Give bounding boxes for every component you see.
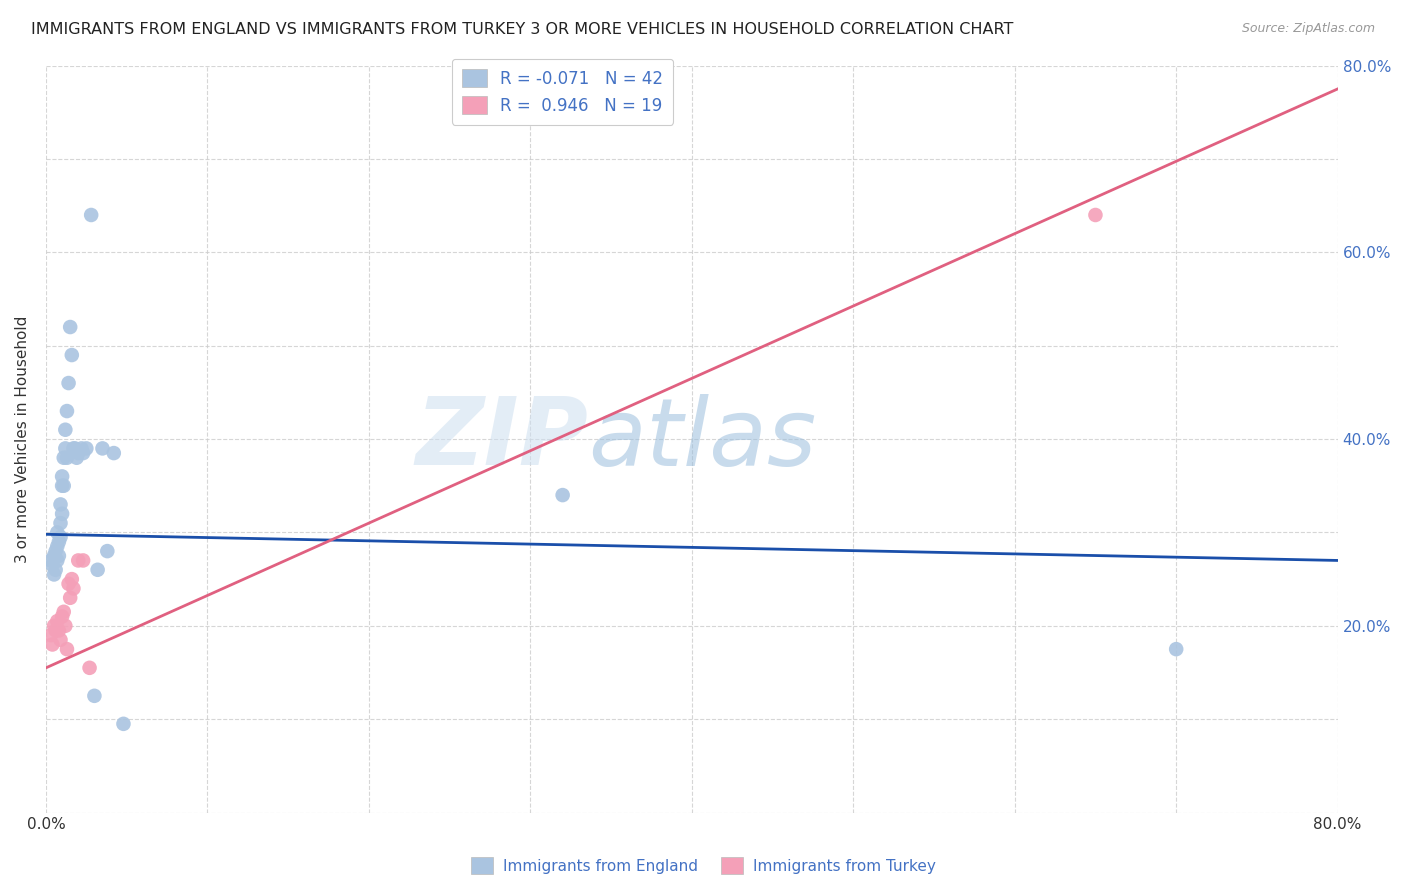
- Point: [41, 638, 63, 652]
- Point: [45, 624, 67, 638]
- Point: [56, 450, 79, 465]
- Point: [60, 572, 83, 586]
- Legend: Immigrants from England, Immigrants from Turkey: Immigrants from England, Immigrants from…: [464, 851, 942, 880]
- Point: [41, 558, 63, 573]
- Point: [80, 208, 103, 222]
- Point: [39, 628, 62, 642]
- Point: [62, 442, 84, 456]
- Point: [48, 624, 70, 638]
- Point: [56, 404, 79, 418]
- Point: [48, 534, 70, 549]
- Point: [46, 553, 69, 567]
- Point: [48, 549, 70, 563]
- Point: [70, 442, 93, 456]
- Point: [39, 553, 62, 567]
- Point: [51, 609, 73, 624]
- Point: [46, 540, 69, 554]
- Point: [1084, 208, 1107, 222]
- Point: [72, 446, 94, 460]
- Point: [58, 376, 80, 390]
- Point: [59, 591, 82, 605]
- Point: [63, 442, 86, 456]
- Point: [58, 576, 80, 591]
- Point: [75, 442, 97, 456]
- Point: [42, 549, 65, 563]
- Point: [66, 450, 89, 465]
- Text: ZIP: ZIP: [416, 393, 589, 485]
- Point: [49, 632, 72, 647]
- Point: [103, 446, 125, 460]
- Point: [59, 320, 82, 334]
- Point: [51, 469, 73, 483]
- Legend: R = -0.071   N = 42, R =  0.946   N = 19: R = -0.071 N = 42, R = 0.946 N = 19: [451, 59, 673, 125]
- Point: [72, 553, 94, 567]
- Point: [53, 619, 76, 633]
- Point: [49, 530, 72, 544]
- Point: [83, 689, 105, 703]
- Point: [52, 605, 75, 619]
- Point: [53, 423, 76, 437]
- Point: [42, 567, 65, 582]
- Y-axis label: 3 or more Vehicles in Household: 3 or more Vehicles in Household: [15, 316, 30, 563]
- Point: [42, 619, 65, 633]
- Point: [52, 450, 75, 465]
- Point: [56, 642, 79, 657]
- Text: atlas: atlas: [589, 393, 817, 484]
- Point: [46, 614, 69, 628]
- Point: [49, 516, 72, 530]
- Text: Source: ZipAtlas.com: Source: ZipAtlas.com: [1241, 22, 1375, 36]
- Point: [96, 544, 118, 558]
- Point: [86, 563, 108, 577]
- Point: [112, 716, 135, 731]
- Point: [52, 479, 75, 493]
- Point: [46, 525, 69, 540]
- Point: [67, 446, 90, 460]
- Point: [67, 553, 90, 567]
- Point: [1166, 642, 1188, 657]
- Text: IMMIGRANTS FROM ENGLAND VS IMMIGRANTS FROM TURKEY 3 OR MORE VEHICLES IN HOUSEHOL: IMMIGRANTS FROM ENGLAND VS IMMIGRANTS FR…: [31, 22, 1014, 37]
- Point: [79, 661, 101, 675]
- Point: [53, 442, 76, 456]
- Point: [91, 442, 114, 456]
- Point: [45, 544, 67, 558]
- Point: [49, 498, 72, 512]
- Point: [62, 582, 84, 596]
- Point: [551, 488, 574, 502]
- Point: [51, 507, 73, 521]
- Point: [45, 563, 67, 577]
- Point: [60, 348, 83, 362]
- Point: [51, 479, 73, 493]
